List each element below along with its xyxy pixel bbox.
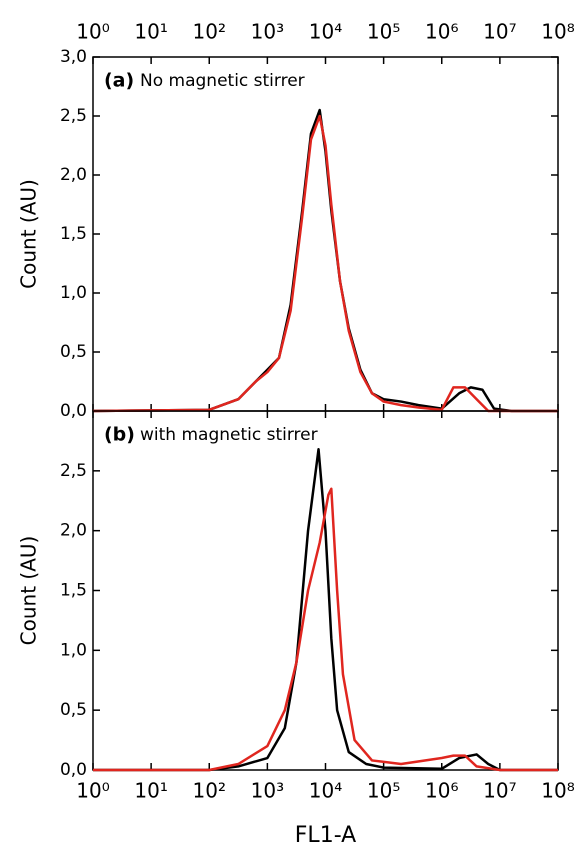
x-tick-label: 10⁶ xyxy=(425,20,458,44)
y-tick-label: 3,0 xyxy=(60,47,87,67)
x-tick-label: 10¹ xyxy=(134,20,167,44)
x-tick-label: 10⁵ xyxy=(367,779,400,803)
annotation: with magnetic stirrer xyxy=(140,425,318,445)
x-tick-label: 10⁷ xyxy=(483,779,516,803)
y-tick-label: 0,0 xyxy=(60,401,87,421)
series-line xyxy=(93,448,558,772)
x-tick-label: 10⁸ xyxy=(541,20,574,44)
x-tick-label: 10⁶ xyxy=(425,779,458,803)
y-tick-label: 0,5 xyxy=(60,342,87,362)
y-tick-label: 2,5 xyxy=(60,106,87,126)
plot-frame xyxy=(92,56,559,412)
series-line xyxy=(92,114,558,413)
x-tick-label: 10² xyxy=(193,20,226,44)
x-tick-label: 10⁷ xyxy=(483,20,516,44)
x-tick-label: 10⁵ xyxy=(367,20,400,44)
y-axis-title: Count (AU) xyxy=(17,536,41,646)
annotation: No magnetic stirrer xyxy=(140,71,305,91)
x-tick-label: 10³ xyxy=(251,20,284,44)
x-tick-label: 10³ xyxy=(251,779,284,803)
y-tick-label: 2,0 xyxy=(60,521,87,541)
y-tick-label: 1,5 xyxy=(60,581,87,601)
y-tick-label: 1,5 xyxy=(60,224,87,244)
y-axis-title: Count (AU) xyxy=(17,179,41,289)
x-tick-label: 10⁴ xyxy=(309,20,342,44)
x-tick-label: 10⁰ xyxy=(76,779,109,803)
x-axis-title: FL1-A xyxy=(295,823,356,848)
panel-label: (a) xyxy=(104,70,134,92)
plot-frame xyxy=(92,410,559,771)
y-tick-label: 1,0 xyxy=(60,640,87,660)
x-tick-label: 10⁸ xyxy=(541,779,574,803)
panel-label: (b) xyxy=(104,424,135,446)
y-tick-label: 1,0 xyxy=(60,283,87,303)
y-tick-label: 2,5 xyxy=(60,461,87,481)
series-line xyxy=(93,487,558,772)
x-tick-label: 10¹ xyxy=(134,779,167,803)
y-tick-label: 0,0 xyxy=(60,760,87,780)
y-tick-label: 0,5 xyxy=(60,700,87,720)
x-tick-label: 10² xyxy=(193,779,226,803)
x-tick-label: 10⁴ xyxy=(309,779,342,803)
x-tick-label: 10⁰ xyxy=(76,20,109,44)
y-tick-label: 2,0 xyxy=(60,165,87,185)
